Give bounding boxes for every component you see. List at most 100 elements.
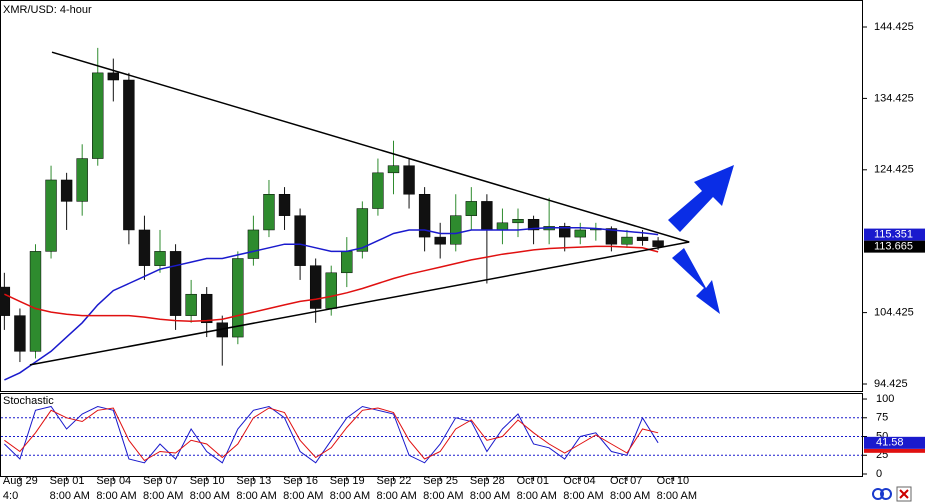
candle-body [636, 236, 649, 241]
candle-body [294, 215, 306, 266]
price-label: 113.665 [874, 241, 913, 253]
x-tick-label: Oct 10 [657, 475, 689, 487]
candle-body [387, 165, 400, 174]
x-tick-label: Oct 07 [610, 475, 642, 487]
x-tick-time: 8:00 AM [236, 490, 276, 502]
stoch-tick-label: 75 [876, 412, 888, 424]
x-tick-label: Sep 16 [283, 475, 318, 487]
candle-body [450, 215, 462, 245]
candle-body [496, 222, 509, 231]
stoch-label: 41.58 [876, 437, 904, 449]
stochastic-frame [0, 393, 863, 477]
y-tick-label: 104.425 [874, 307, 914, 319]
x-tick-label: Sep 19 [330, 475, 365, 487]
x-tick-time: 8:00 AM [143, 490, 183, 502]
chart-title: XMR/USD: 4-hour [3, 4, 92, 16]
price-label: 115.351 [874, 228, 913, 240]
x-tick-time: 8:00 AM [563, 490, 603, 502]
candle-body [481, 201, 493, 231]
x-tick-time: 8:00 AM [423, 490, 463, 502]
candle-body [201, 293, 213, 324]
candle-body [232, 258, 244, 338]
arrow-up [668, 165, 734, 232]
y-tick-label: 94.425 [874, 378, 908, 390]
y-tick-label: 144.425 [874, 21, 914, 33]
x-tick-label: Sep 22 [376, 475, 411, 487]
y-tick-label: 134.425 [874, 92, 914, 104]
x-tick-label: Sep 04 [96, 475, 131, 487]
x-tick-label: Sep 07 [143, 475, 178, 487]
candle-body [465, 201, 478, 216]
candle-body [418, 194, 431, 238]
candle-body [325, 272, 337, 309]
moving-average [4, 245, 659, 323]
candle-body [154, 251, 166, 266]
candle-body [403, 165, 415, 195]
x-tick-label: Oct 04 [563, 475, 595, 487]
candle-body [247, 229, 260, 259]
candle-body [0, 286, 11, 316]
candle-body [652, 240, 664, 247]
candle-body [434, 236, 446, 245]
x-tick-time: 8:00 AM [283, 490, 323, 502]
stoch-label-band [864, 448, 925, 453]
candle-body [14, 315, 26, 352]
status-icons [872, 486, 912, 502]
candle-body [92, 72, 104, 159]
candle-body [138, 229, 151, 266]
stochastic-title: Stochastic [3, 395, 54, 407]
price-label-box [864, 228, 925, 241]
y-tick-label: 124.425 [874, 164, 914, 176]
stoch-label-box [864, 436, 925, 449]
arrow-down [672, 248, 720, 314]
x-tick-label: Sep 10 [190, 475, 225, 487]
x-tick-time: 8:00 AM [517, 490, 557, 502]
x-tick-label: Aug 29 [3, 475, 38, 487]
x-tick-time: 8:00 AM [190, 490, 230, 502]
x-tick-time: 8:00 AM [376, 490, 416, 502]
x-tick-time: 4:0 [3, 490, 18, 502]
candle-body [263, 194, 275, 231]
candle-body [605, 228, 618, 245]
candle-body [574, 229, 586, 238]
candle-body [60, 179, 73, 202]
stochastic-line [4, 405, 659, 464]
x-tick-time: 8:00 AM [96, 490, 136, 502]
x-tick-label: Sep 01 [50, 475, 85, 487]
x-tick-time: 8:00 AM [50, 490, 90, 502]
candle-body [29, 251, 42, 352]
candle-body [341, 251, 353, 274]
candle-body [185, 293, 197, 316]
x-tick-time: 8:00 AM [610, 490, 650, 502]
x-tick-label: Oct 01 [517, 475, 549, 487]
main-frame [0, 0, 863, 392]
candle-body [356, 208, 369, 252]
stoch-tick-label: 0 [876, 468, 882, 480]
stoch-tick-label: 100 [876, 393, 894, 405]
candle-body [372, 172, 384, 209]
x-tick-time: 8:00 AM [470, 490, 510, 502]
candle-body [559, 226, 571, 238]
candle-body [621, 236, 633, 245]
candle-body [527, 218, 540, 231]
x-tick-label: Sep 28 [470, 475, 505, 487]
stochastic-line [4, 407, 659, 462]
trendline [51, 51, 690, 243]
candle-body [169, 251, 182, 316]
candle-body [278, 194, 291, 216]
moving-average [4, 227, 659, 381]
x-tick-label: Sep 25 [423, 475, 458, 487]
candle-body [123, 79, 135, 231]
candle-body [309, 265, 322, 309]
candle-body [45, 179, 57, 252]
x-tick-time: 8:00 AM [330, 490, 370, 502]
trendline [29, 241, 690, 366]
x-tick-label: Sep 13 [236, 475, 271, 487]
x-tick-time: 8:00 AM [657, 490, 697, 502]
price-label-box [864, 240, 925, 253]
candle-body [512, 218, 524, 224]
candle-body [107, 72, 120, 81]
candle-body [76, 158, 88, 202]
